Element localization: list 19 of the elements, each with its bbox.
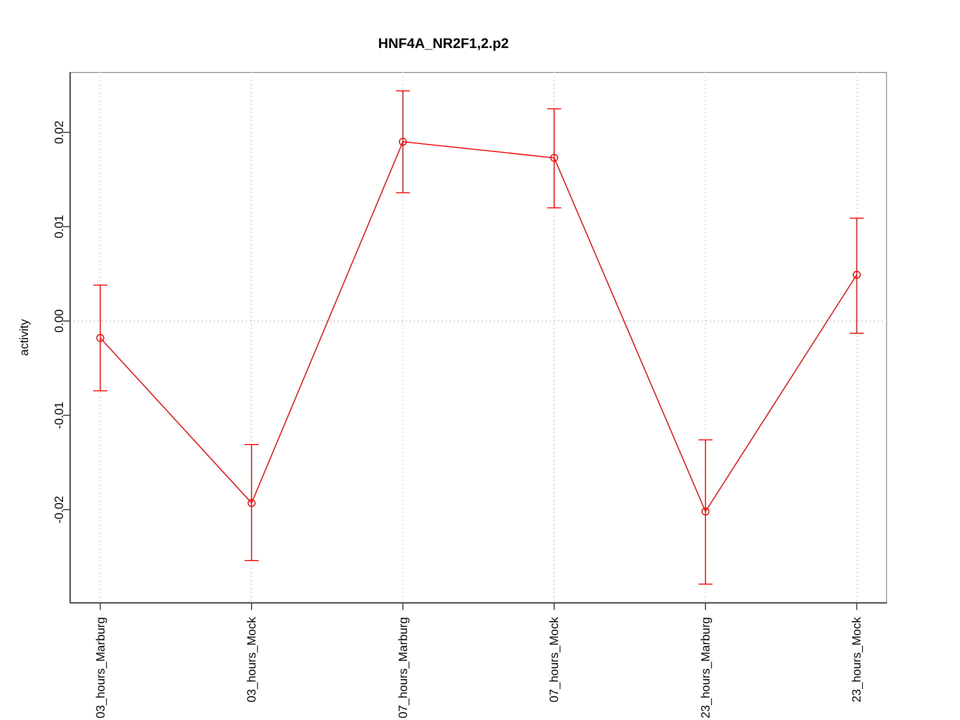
- point: [550, 154, 558, 162]
- chart-title: HNF4A_NR2F1,2.p2: [377, 35, 510, 51]
- x-tick-label: 23_hours_Mock: [850, 616, 864, 702]
- point: [96, 334, 104, 342]
- x-tick-label: 07_hours_Marburg: [396, 617, 410, 718]
- point: [248, 499, 256, 508]
- y-tick-label: 0.01: [52, 214, 66, 238]
- x-tick-label: 03_hours_Mock: [244, 616, 259, 702]
- y-tick-label: 0.00: [52, 308, 66, 333]
- point: [701, 508, 710, 516]
- y-tick-label: -0.02: [52, 496, 66, 524]
- y-tick-label: -0.01: [52, 401, 66, 429]
- point: [852, 270, 861, 279]
- y-axis-title: activity: [17, 319, 31, 356]
- point: [398, 138, 407, 146]
- x-tick-label: 03_hours_Marburg: [93, 617, 108, 718]
- y-tick-label: 0.02: [52, 120, 66, 144]
- x-tick-label: 23_hours_Marburg: [698, 617, 712, 718]
- x-tick-label: 07_hours_Mock: [547, 616, 562, 702]
